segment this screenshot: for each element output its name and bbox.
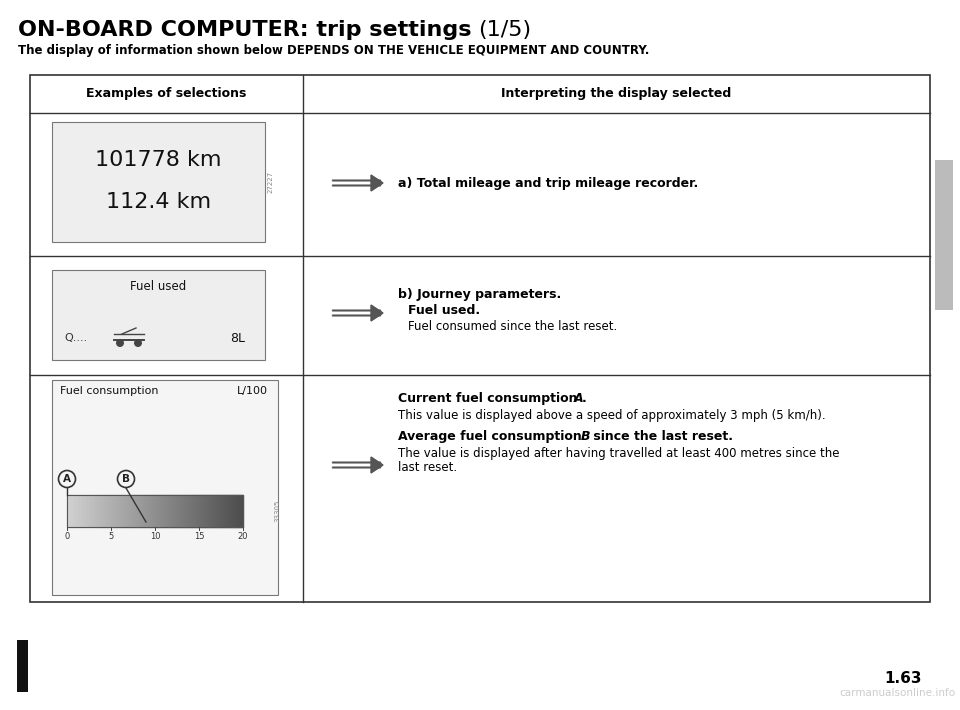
Bar (935, 160, 953, 310)
Text: Fuel consumed since the last reset.: Fuel consumed since the last reset. (408, 320, 617, 333)
Bar (17, 640, 28, 692)
Bar (52, 122, 265, 242)
Text: a) Total mileage and trip mileage recorder.: a) Total mileage and trip mileage record… (398, 177, 698, 190)
Text: This value is displayed above a speed of approximately 3 mph (5 km/h).: This value is displayed above a speed of… (398, 409, 826, 422)
Text: since the last reset.: since the last reset. (589, 430, 733, 443)
Text: 1.63: 1.63 (884, 671, 922, 686)
Text: 5: 5 (108, 532, 113, 541)
Text: last reset.: last reset. (398, 461, 457, 474)
Text: The value is displayed after having travelled at least 400 metres since the: The value is displayed after having trav… (398, 447, 839, 460)
Text: 33305: 33305 (274, 500, 280, 522)
Text: Fuel used.: Fuel used. (408, 304, 480, 317)
Text: Fuel consumption: Fuel consumption (60, 386, 158, 396)
Polygon shape (371, 305, 383, 321)
Text: carmanualsonline.info: carmanualsonline.info (839, 688, 955, 698)
Text: .: . (582, 392, 587, 405)
Text: b) Journey parameters.: b) Journey parameters. (398, 288, 562, 301)
Text: 101778 km: 101778 km (95, 150, 222, 170)
Bar (52, 380, 278, 595)
Bar (52, 270, 265, 360)
Circle shape (134, 339, 142, 347)
Text: The display of information shown below DEPENDS ON THE VEHICLE EQUIPMENT AND COUN: The display of information shown below D… (18, 44, 649, 57)
Text: 20: 20 (238, 532, 249, 541)
Text: 15: 15 (194, 532, 204, 541)
Text: A: A (574, 392, 584, 405)
Circle shape (116, 339, 124, 347)
Text: A: A (63, 474, 71, 484)
Text: Interpreting the display selected: Interpreting the display selected (501, 87, 732, 101)
Bar (30, 75, 930, 602)
Text: 10: 10 (150, 532, 160, 541)
Bar (67, 495, 243, 527)
Text: B: B (581, 430, 590, 443)
Text: Fuel used: Fuel used (131, 280, 186, 293)
Text: 0: 0 (64, 532, 70, 541)
Text: Q....: Q.... (64, 333, 87, 343)
Text: Average fuel consumption: Average fuel consumption (398, 430, 587, 443)
Text: Examples of selections: Examples of selections (86, 87, 247, 101)
Text: 27227: 27227 (268, 171, 274, 193)
Text: ON-BOARD COMPUTER: trip settings: ON-BOARD COMPUTER: trip settings (18, 20, 479, 40)
Text: B: B (122, 474, 130, 484)
Text: 8L: 8L (230, 332, 245, 344)
Text: Current fuel consumption: Current fuel consumption (398, 392, 582, 405)
Polygon shape (371, 457, 383, 473)
Text: 112.4 km: 112.4 km (106, 192, 211, 212)
Text: L/100: L/100 (237, 386, 268, 396)
Polygon shape (371, 175, 383, 191)
Text: (1/5): (1/5) (478, 20, 531, 40)
